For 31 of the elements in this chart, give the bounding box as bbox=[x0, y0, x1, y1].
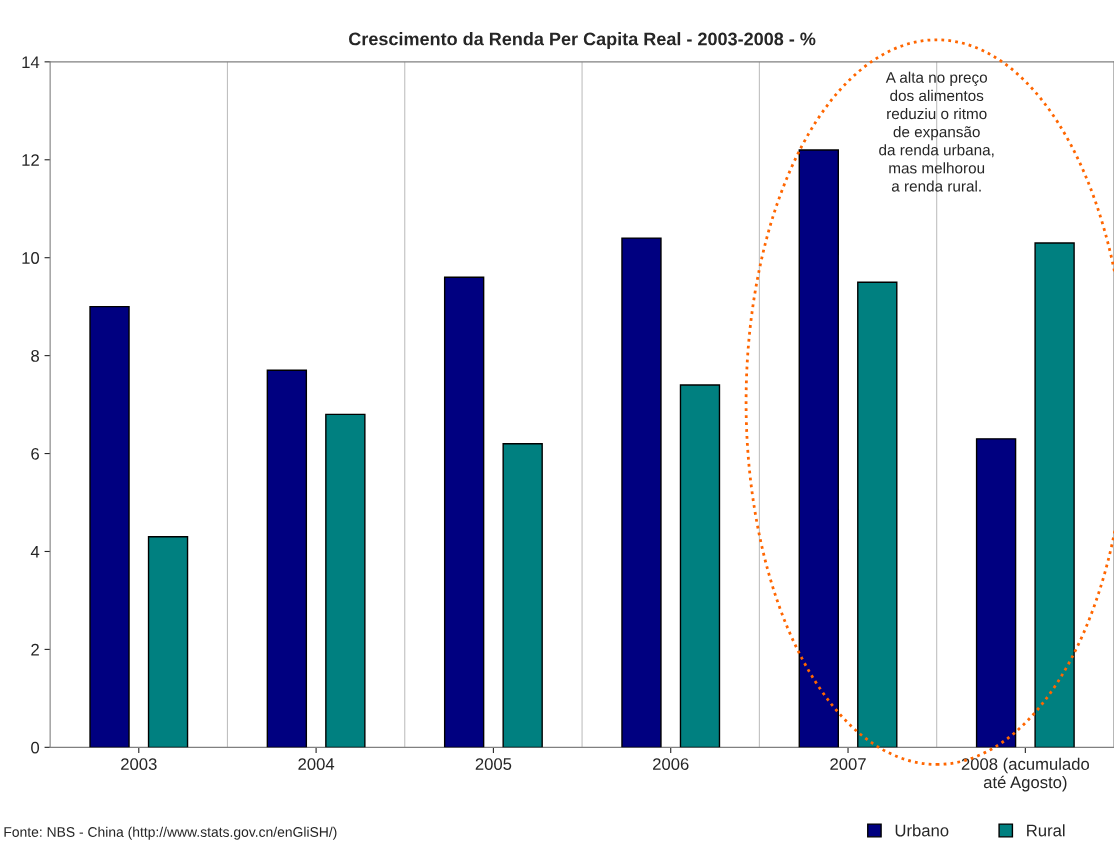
y-tick-label: 2 bbox=[31, 643, 39, 656]
x-tick-label: 2008 (acumulado até Agosto) bbox=[961, 757, 1090, 792]
bar bbox=[147, 536, 189, 748]
bar bbox=[975, 438, 1017, 748]
x-tick-label: 2005 bbox=[475, 758, 512, 770]
bar bbox=[443, 276, 485, 748]
y-tick-label: 0 bbox=[31, 741, 40, 754]
bar bbox=[679, 384, 721, 748]
bar bbox=[857, 281, 898, 748]
legend-label: Urbano bbox=[895, 824, 949, 837]
y-tick-label: 6 bbox=[31, 447, 39, 460]
x-tick-label: 2003 bbox=[121, 758, 157, 770]
bar bbox=[325, 413, 366, 748]
bar bbox=[89, 305, 130, 748]
y-tick-label: 10 bbox=[22, 252, 40, 264]
y-tick-label: 4 bbox=[30, 546, 40, 558]
bar bbox=[502, 443, 543, 748]
y-tick-label: 12 bbox=[22, 154, 39, 166]
y-tick-label: 14 bbox=[22, 56, 40, 68]
x-tick-label: 2007 bbox=[830, 758, 866, 770]
bar bbox=[621, 237, 662, 748]
bar bbox=[1034, 242, 1075, 748]
x-tick-label: 2004 bbox=[298, 758, 335, 770]
annotation: A alta no preço dos alimentos reduziu o ritmo de expansão da renda urbana, mas melhorou a renda rural. bbox=[879, 71, 994, 192]
bar bbox=[266, 369, 308, 748]
legend-label: Rural bbox=[1027, 824, 1065, 837]
bar bbox=[798, 149, 839, 748]
source-note: Fonte: NBS - China (http://www.stats.gov.cn/enGliSH/) bbox=[4, 826, 337, 840]
chart-title: Crescimento da Renda Per Capita Real - 2003-2008 - % bbox=[349, 32, 816, 49]
x-tick-label: 2006 bbox=[653, 758, 689, 770]
y-tick-label: 8 bbox=[31, 350, 39, 362]
